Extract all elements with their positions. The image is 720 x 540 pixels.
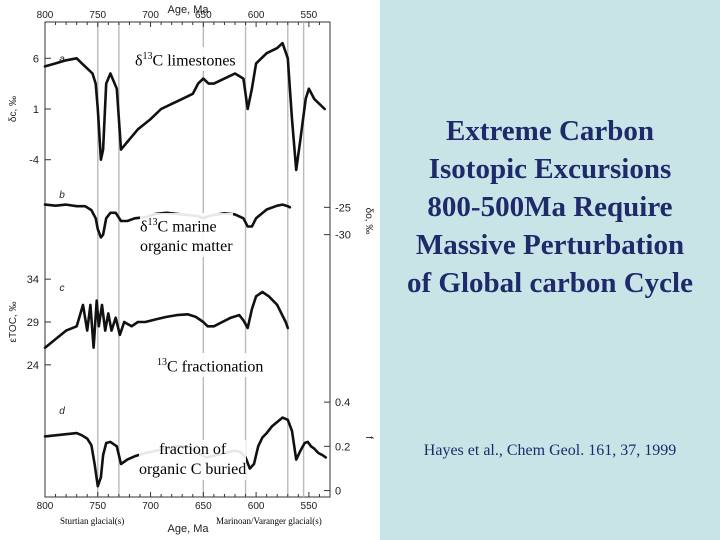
x-tick-label-bottom: 750 xyxy=(89,501,106,512)
plot-frame xyxy=(44,21,331,498)
annotation-marine-organic: δ13C marine organic matter xyxy=(140,213,233,258)
y-tick-label: 6 xyxy=(33,53,39,65)
panel-letter: a xyxy=(59,54,65,65)
y-axis-label: f xyxy=(363,436,374,439)
marinoan-glacial-label: Marinoan/Varanger glacial(s) xyxy=(216,516,322,526)
y-tick-label: 1 xyxy=(33,104,39,116)
right-panel: Extreme Carbon Isotopic Excursions 800-5… xyxy=(380,0,720,540)
y-tick-label: 29 xyxy=(27,317,39,329)
x-axis-label-top: Age, Ma xyxy=(168,4,210,16)
x-tick-label-top: 650 xyxy=(195,10,212,21)
series-line-c xyxy=(43,290,290,350)
x-tick-label-top: 800 xyxy=(37,10,54,21)
annotation-fractionation: 13C fractionation xyxy=(157,353,264,378)
y-tick-label: 0.4 xyxy=(335,397,350,409)
x-tick-label-bottom: 550 xyxy=(301,501,318,512)
x-axis-label-bottom: Age, Ma xyxy=(168,523,210,535)
y-tick-label: -25 xyxy=(335,202,351,214)
x-tick-label-bottom: 800 xyxy=(37,501,54,512)
y-tick-label: -4 xyxy=(29,155,39,167)
chart-figure: 800 800 750 750 700 700 650 650 600 600 550 550 Age,… xyxy=(8,4,374,535)
x-tick-label-top: 550 xyxy=(301,10,318,21)
y-axis-label: εTOC, ‰ xyxy=(8,302,19,343)
annotation-limestones: δ13C limestones xyxy=(135,47,236,72)
y-tick-label: 0 xyxy=(335,486,341,498)
x-tick-label-top: 600 xyxy=(248,10,265,21)
panel-letter: d xyxy=(59,406,65,417)
x-tick-label-top: 750 xyxy=(89,10,106,21)
title-line: Isotopic Excursions xyxy=(428,153,672,185)
y-axis-label: δc, ‰ xyxy=(8,96,19,122)
title-line: Extreme Carbon xyxy=(445,115,655,147)
x-tick-label-top: 700 xyxy=(142,10,159,21)
y-axis-label: δo, ‰ xyxy=(363,208,374,235)
title-line: of Global carbon Cycle xyxy=(407,267,693,299)
title-line: Massive Perturbation xyxy=(415,229,685,261)
series-line-a xyxy=(43,41,327,172)
y-tick-label: 0.2 xyxy=(335,441,350,453)
y-tick-label: 24 xyxy=(27,360,39,372)
y-tick-label: 34 xyxy=(27,274,39,286)
y-tick-label: -30 xyxy=(335,230,351,242)
citation: Hayes et al., Chem Geol. 161, 37, 1999 xyxy=(423,442,677,459)
slide-title: Extreme Carbon Isotopic Excursions 800-5… xyxy=(380,112,720,302)
sturtian-glacial-label: Sturtian glacial(s) xyxy=(60,516,125,526)
chart-svg: 800 800 750 750 700 700 650 650 600 600 550 550 Age,… xyxy=(8,4,374,535)
x-tick-label-bottom: 600 xyxy=(248,501,265,512)
annotation-fraction-buried: fraction of organic C buried xyxy=(139,440,247,480)
panel-letter: b xyxy=(59,190,65,201)
x-tick-label-bottom: 700 xyxy=(142,501,159,512)
title-line: 800-500Ma Require xyxy=(427,191,673,223)
x-tick-label-bottom: 650 xyxy=(195,501,212,512)
panel-letter: c xyxy=(60,283,65,294)
